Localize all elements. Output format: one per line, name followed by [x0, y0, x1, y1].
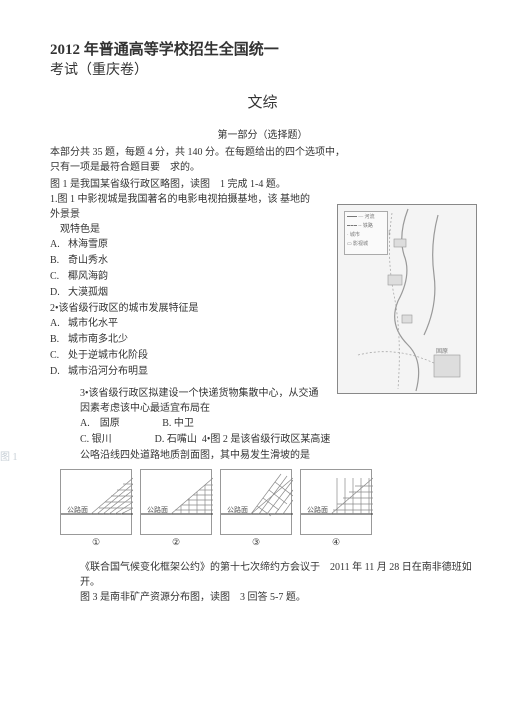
q1-opt-b-text: 奇山秀水	[68, 255, 108, 266]
intro-line-2: 只有一项是最符合题目要 求的。	[50, 160, 475, 175]
q4-inline: 4•图 2 是该省级行政区某高速	[202, 434, 331, 445]
diagram-4-svg: 公路面	[301, 470, 373, 536]
legend-city: · 城市	[345, 230, 387, 239]
diagram-1-col: 公路面 ①	[60, 469, 132, 548]
diagram-3-svg: 公路面	[221, 470, 293, 536]
q2-opt-d: D.城市沿河分布明显	[50, 364, 310, 380]
diagram-2-num: ②	[172, 537, 180, 548]
legend-river: — 河流	[345, 212, 387, 221]
diagram-1-label: 公路面	[67, 505, 88, 514]
para2-a: 《联合国气候变化框架公约》的第十七次缔约方会议于	[80, 562, 320, 573]
legend-river-text: — 河流	[358, 215, 374, 220]
diagram-2-label: 公路面	[147, 505, 168, 514]
q1-stem-a: 1.图 1 中影视城是我国著名的电影电视拍摄基地，该 基地的外景景	[50, 194, 310, 220]
section-1-heading: 第一部分（选择题）	[50, 126, 475, 141]
fig1-intro-a: 图 1 是我国某省级行政区略图，读图	[50, 179, 210, 190]
q2-opt-d-text: 城市沿河分布明显	[68, 366, 148, 377]
diagram-4: 公路面	[300, 469, 372, 535]
title-year: 2012	[50, 42, 80, 58]
q2-opt-c: C.处于逆城市化阶段	[50, 348, 310, 364]
q3-opt-b-text: 中卫	[174, 418, 194, 429]
q3-opts-row1: A. 固原 B. 中卫	[80, 416, 475, 432]
diagram-1-num: ①	[92, 537, 100, 548]
q3-opt-d: D. 石嘴山	[155, 434, 197, 445]
q1-options: A.林海雪原 B.奇山秀水 C.椰风海韵 D.大漠孤烟	[50, 237, 310, 301]
map-label-1: 固原	[436, 348, 448, 355]
q3-opt-a: A. 固原	[80, 416, 120, 432]
q3-opt-b: B. 中卫	[162, 416, 194, 432]
diagram-3-num: ③	[252, 537, 260, 548]
q1-opt-c: C.椰风海韵	[50, 269, 310, 285]
figure-1-intro: 图 1 是我国某省级行政区略图，读图 1 完成 1-4 题。	[50, 177, 310, 192]
paragraph-2: 《联合国气候变化框架公约》的第十七次缔约方会议于 2011 年 11 月 28 …	[80, 560, 475, 590]
title-rest: 年普通高等学校招生全国统一	[80, 42, 279, 58]
legend-rail: -- 铁路	[345, 221, 387, 230]
figure-1-map: — 河流 -- 铁路 · 城市 ▭ 影视城 固原 银川	[337, 204, 477, 394]
para3-b: 3 回答 5-7 题。	[240, 592, 306, 603]
diagram-4-col: 公路面 ④	[300, 469, 372, 548]
q2-opt-b-text: 城市南多北少	[68, 334, 128, 345]
q1-opt-d: D.大漠孤烟	[50, 285, 310, 301]
map-legend: — 河流 -- 铁路 · 城市 ▭ 影视城	[344, 211, 388, 255]
q1-stem: 1.图 1 中影视城是我国著名的电影电视拍摄基地，该 基地的外景景	[50, 192, 310, 222]
q2-opt-a-text: 城市化水平	[68, 318, 118, 329]
q1-opt-a-text: 林海雪原	[68, 239, 108, 250]
q3-line-2: 因素考虑该中心最适宜布局在	[80, 401, 475, 416]
diagram-1-svg: 公路面	[61, 470, 133, 536]
q1-opt-d-text: 大漠孤烟	[68, 287, 108, 298]
diagram-2-col: 公路面 ②	[140, 469, 212, 548]
intro-line-1: 本部分共 35 题，每题 4 分，共 140 分。在每题给出的四个选项中，	[50, 145, 475, 160]
q2-opt-c-text: 处于逆城市化阶段	[68, 350, 148, 361]
diagram-4-label: 公路面	[307, 505, 328, 514]
q1-opt-c-text: 椰风海韵	[68, 271, 108, 282]
q1-opt-b: B.奇山秀水	[50, 253, 310, 269]
q2-stem: 2•该省级行政区的城市发展特征是	[50, 301, 310, 316]
fig1-intro-b: 1 完成 1-4 题。	[220, 179, 286, 190]
q1-stem-b: 观特色是	[50, 222, 310, 237]
q3-opt-c: C. 银川	[80, 434, 112, 445]
legend-rail-text: -- 铁路	[358, 224, 373, 229]
subject-heading: 文综	[50, 91, 475, 112]
diagram-2: 公路面	[140, 469, 212, 535]
title-block: 2012 年普通高等学校招生全国统一 考试（重庆卷）	[50, 40, 475, 81]
diagram-1: 公路面	[60, 469, 132, 535]
q1-opt-a: A.林海雪原	[50, 237, 310, 253]
title-line-1: 2012 年普通高等学校招生全国统一	[50, 40, 475, 61]
title-line-2: 考试（重庆卷）	[50, 61, 475, 81]
diagram-3-col: 公路面 ③	[220, 469, 292, 548]
diagram-3: 公路面	[220, 469, 292, 535]
q2-opt-a: A.城市化水平	[50, 316, 310, 332]
figure-1-side-label: 图 1	[0, 448, 18, 463]
q2-options: A.城市化水平 B.城市南多北少 C.处于逆城市化阶段 D.城市沿河分布明显	[50, 316, 310, 380]
diagram-3-label: 公路面	[227, 505, 248, 514]
q2-opt-b: B.城市南多北少	[50, 332, 310, 348]
q3-opt-a-text: 固原	[100, 418, 120, 429]
diagram-2-svg: 公路面	[141, 470, 213, 536]
paragraph-3: 图 3 是南非矿产资源分布图，读图 3 回答 5-7 题。	[80, 590, 475, 605]
q3-opts-row2: C. 银川 D. 石嘴山 4•图 2 是该省级行政区某高速	[80, 432, 475, 448]
diagram-4-num: ④	[332, 537, 340, 548]
para3-a: 图 3 是南非矿产资源分布图，读图	[80, 592, 230, 603]
diagram-row: 公路面 ①	[60, 469, 475, 548]
legend-studio: ▭ 影视城	[345, 239, 387, 248]
q4-line-2: 公咯沿线四处道路地质剖面图，其中易发生滑坡的是	[80, 448, 475, 463]
